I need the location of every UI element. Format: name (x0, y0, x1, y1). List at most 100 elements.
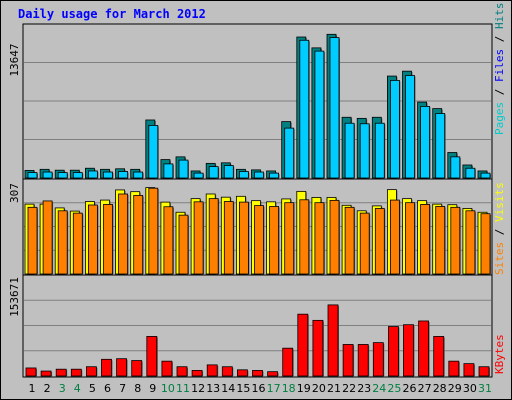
legend-bot: KBytes (493, 334, 506, 374)
bar-kbytes-day-13 (206, 364, 218, 377)
bar-kbytes-day-18 (282, 347, 294, 377)
bar-files-day-24 (374, 122, 385, 179)
bar-files-day-10 (163, 163, 174, 179)
bar-kbytes-day-10 (161, 360, 173, 377)
bar-sites-day-22 (344, 206, 355, 275)
bar-kbytes-day-15 (236, 369, 248, 377)
bar-sites-day-12 (193, 201, 204, 275)
bar-files-day-11 (178, 159, 189, 179)
day-label-6: 6 (104, 382, 111, 395)
y-max-label-hits: 13647 (8, 43, 21, 76)
bar-files-day-21 (329, 37, 340, 179)
bar-files-day-16 (254, 171, 264, 179)
bar-kbytes-day-26 (403, 324, 414, 377)
bar-kbytes-day-31 (478, 366, 490, 377)
day-label-28: 28 (433, 382, 447, 395)
bar-sites-day-15 (238, 201, 249, 275)
bar-sites-day-25 (389, 199, 400, 275)
bar-files-day-22 (344, 122, 355, 179)
bar-sites-day-3 (57, 210, 68, 275)
bar-files-day-2 (42, 171, 53, 179)
bar-sites-day-24 (374, 208, 385, 275)
bar-kbytes-day-14 (221, 366, 233, 377)
day-label-16: 16 (252, 382, 266, 395)
bar-sites-day-29 (450, 206, 461, 275)
bar-files-day-15 (238, 171, 249, 179)
day-label-9: 9 (149, 382, 156, 395)
bar-sites-day-20 (314, 202, 325, 275)
bar-kbytes-day-27 (418, 320, 430, 377)
bar-files-day-6 (103, 171, 113, 179)
bar-sites-day-31 (480, 213, 491, 275)
bar-sites-day-18 (284, 202, 295, 275)
chart-title: Daily usage for March 2012 (18, 7, 206, 21)
legend-hits: Hits (493, 3, 506, 30)
y-max-label-visits: 307 (8, 183, 21, 203)
day-label-11: 11 (176, 382, 190, 395)
day-label-31: 31 (478, 382, 492, 395)
day-label-15: 15 (236, 382, 250, 395)
bar-files-day-5 (88, 170, 98, 179)
day-label-21: 21 (327, 382, 341, 395)
bar-kbytes-day-22 (342, 344, 354, 377)
day-label-4: 4 (74, 382, 81, 395)
day-label-25: 25 (387, 382, 401, 395)
bar-files-day-17 (269, 172, 280, 179)
day-label-2: 2 (44, 382, 51, 395)
bar-sites-day-6 (103, 204, 113, 275)
bar-kbytes-day-5 (86, 366, 97, 377)
bar-kbytes-day-8 (131, 360, 143, 377)
bar-files-day-19 (299, 39, 310, 179)
day-tick-labels: 1 2 3 4 5 6 7 8 9 10 11 12 13 14 15 16 17 18 19 20 21 22 23 24 2… (29, 382, 493, 395)
bar-kbytes-day-11 (176, 366, 188, 377)
bar-sites-day-19 (299, 199, 310, 275)
bar-kbytes-day-21 (327, 304, 339, 377)
y-max-label-kbytes: 153671 (8, 277, 21, 317)
bar-sites-day-27 (420, 204, 431, 275)
bar-files-day-4 (72, 172, 83, 179)
bar-files-day-18 (284, 127, 295, 179)
bar-files-day-31 (480, 172, 491, 179)
legend-pages: Pages (493, 102, 506, 135)
bar-files-day-12 (193, 172, 204, 179)
day-label-29: 29 (448, 382, 462, 395)
bar-files-day-27 (420, 106, 431, 179)
legend-visits: Visits (493, 182, 506, 222)
legend-mid: Sites / Visits (493, 182, 506, 275)
bar-files-day-25 (389, 79, 400, 179)
bar-kbytes-day-19 (297, 313, 309, 377)
bar-sites-day-16 (254, 205, 264, 275)
bar-kbytes-day-25 (387, 326, 399, 377)
bar-kbytes-day-16 (252, 370, 263, 377)
bars (24, 33, 491, 377)
bar-kbytes-day-3 (55, 368, 67, 377)
day-label-14: 14 (221, 382, 235, 395)
bar-files-day-8 (133, 171, 144, 179)
day-label-8: 8 (134, 382, 141, 395)
bar-kbytes-day-30 (463, 363, 475, 377)
bar-sites-day-28 (435, 206, 446, 275)
bar-files-day-14 (223, 165, 234, 179)
bar-kbytes-day-9 (146, 336, 158, 377)
day-label-10: 10 (161, 382, 175, 395)
bar-kbytes-day-28 (433, 336, 445, 377)
bar-sites-day-1 (27, 206, 38, 275)
day-label-19: 19 (297, 382, 311, 395)
day-label-24: 24 (372, 382, 386, 395)
bar-sites-day-14 (223, 201, 234, 275)
bar-files-day-30 (465, 167, 476, 179)
legend-sites: Sites (493, 242, 506, 275)
bar-sites-day-8 (133, 195, 144, 275)
day-label-22: 22 (342, 382, 356, 395)
day-label-17: 17 (267, 382, 281, 395)
day-label-1: 1 (29, 382, 36, 395)
day-label-5: 5 (89, 382, 96, 395)
bar-sites-day-11 (178, 214, 189, 275)
bar-kbytes-day-17 (267, 371, 279, 377)
bar-files-day-9 (148, 125, 159, 179)
legend-top: Pages / Files / Hits (493, 3, 506, 136)
bar-kbytes-day-2 (40, 370, 52, 377)
bar-files-day-1 (27, 172, 38, 179)
day-label-20: 20 (312, 382, 326, 395)
bar-kbytes-day-12 (191, 370, 203, 377)
